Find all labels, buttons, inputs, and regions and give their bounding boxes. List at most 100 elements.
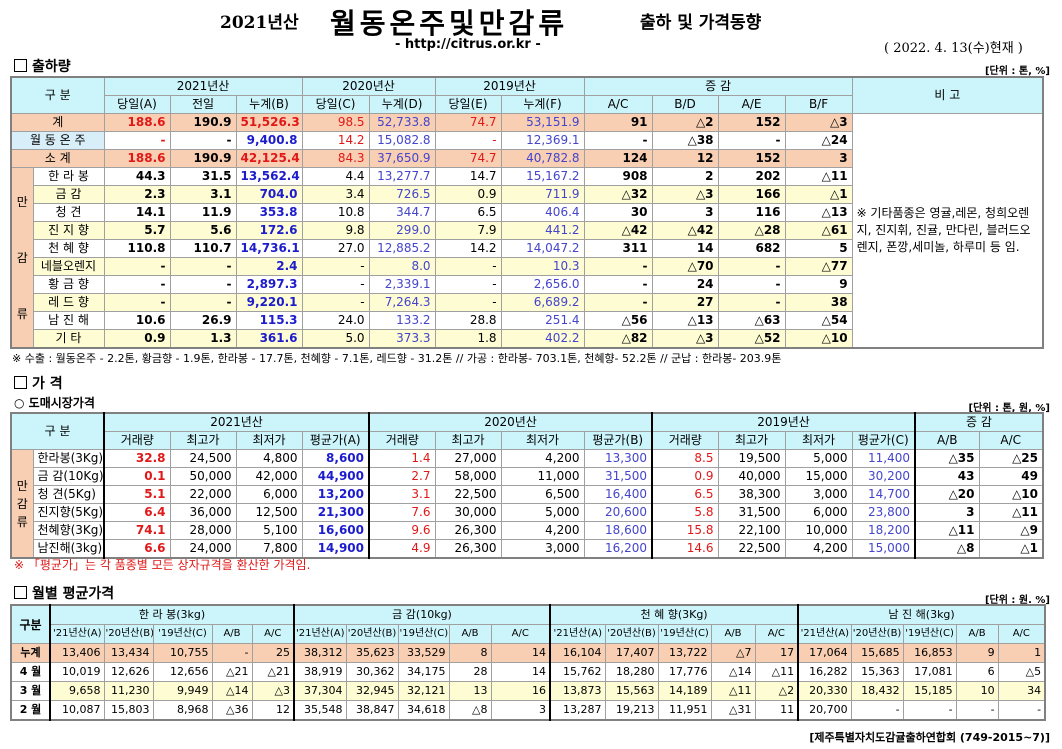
product-header: 한 라 봉(3kg) bbox=[49, 604, 295, 625]
value-cell: 44,900 bbox=[301, 467, 370, 486]
value-cell: 22,500 bbox=[434, 485, 502, 504]
value-cell: △10 bbox=[784, 329, 853, 349]
value-cell: 27 bbox=[651, 293, 719, 312]
value-cell: 9,658 bbox=[49, 681, 105, 701]
value-cell: 6,000 bbox=[235, 485, 303, 504]
value-cell: 28,000 bbox=[169, 521, 237, 540]
value-cell: 4.9 bbox=[368, 539, 436, 559]
value-cell: 12,500 bbox=[235, 503, 303, 522]
value-cell: △21 bbox=[251, 662, 295, 682]
value-cell: 373.3 bbox=[368, 329, 436, 349]
value-cell: 251.4 bbox=[500, 311, 585, 330]
value-cell: 299.0 bbox=[368, 221, 436, 240]
value-cell: - bbox=[169, 131, 237, 150]
value-cell: - bbox=[583, 275, 653, 294]
subheader: 최저가 bbox=[784, 431, 853, 450]
price-note: ※ 「평균가」는 각 품종별 모든 상자규격을 환산한 가격임. bbox=[14, 558, 311, 572]
value-cell: 0.9 bbox=[434, 185, 502, 204]
table-row: 청 견(5Kg) 5.1 22,000 6,000 13,200 3.1 22,500 6,5… bbox=[11, 485, 1044, 504]
value-cell: △10 bbox=[978, 485, 1044, 504]
subheader: 누계(B) bbox=[235, 95, 303, 114]
value-cell: 15,762 bbox=[549, 662, 606, 682]
value-cell: 91 bbox=[583, 113, 653, 132]
subheader: 평균가(C) bbox=[851, 431, 916, 450]
value-cell: 110.8 bbox=[103, 239, 171, 258]
value-cell: 36,000 bbox=[169, 503, 237, 522]
value-cell: - bbox=[850, 700, 904, 721]
subheader: A/C bbox=[583, 95, 653, 114]
row-label: 네블오렌지 bbox=[32, 257, 105, 276]
title-suffix: 출하 및 가격동향 bbox=[640, 13, 762, 33]
value-cell: 13,722 bbox=[657, 643, 712, 663]
value-cell: 17,064 bbox=[797, 643, 852, 663]
value-cell: △77 bbox=[784, 257, 853, 276]
subheader: 당일(E) bbox=[434, 95, 502, 114]
value-cell: △20 bbox=[914, 485, 980, 504]
value-cell: 32,945 bbox=[345, 681, 399, 701]
value-cell: 34,618 bbox=[397, 700, 450, 721]
subheader: A/C bbox=[490, 624, 551, 644]
value-cell: 2,656.0 bbox=[500, 275, 585, 294]
checkbox-square-icon bbox=[14, 59, 27, 72]
value-cell: 11,400 bbox=[851, 449, 916, 468]
value-cell: 10,000 bbox=[784, 521, 853, 540]
value-cell: 84.3 bbox=[301, 149, 370, 168]
value-cell: 172.6 bbox=[235, 221, 303, 240]
value-cell: 0.9 bbox=[651, 467, 719, 486]
value-cell: △7 bbox=[710, 643, 756, 663]
value-cell: 15,000 bbox=[784, 467, 853, 486]
source-credit: [제주특별자치도감귤출하연합회 (749-2015~7)] bbox=[809, 731, 1050, 744]
subheader: 거래량 bbox=[368, 431, 436, 450]
row-label: 청 견 bbox=[32, 203, 105, 222]
value-cell: - bbox=[997, 700, 1046, 721]
value-cell: 24 bbox=[651, 275, 719, 294]
value-cell: △35 bbox=[914, 449, 980, 468]
header-row: 구 분 2021년산 2020년산 2019년산 증 감 bbox=[10, 412, 1044, 450]
value-cell: 52,733.8 bbox=[368, 113, 436, 132]
title-year: 2021년산 bbox=[220, 13, 299, 33]
section-shipment-title: 출하량 bbox=[14, 56, 71, 76]
checkbox-square-icon bbox=[14, 586, 27, 599]
value-cell: 6.4 bbox=[103, 503, 171, 522]
value-cell: 14.7 bbox=[434, 167, 502, 186]
value-cell: 2 bbox=[651, 167, 719, 186]
subheader: A/B bbox=[211, 624, 253, 644]
value-cell: 27,000 bbox=[434, 449, 502, 468]
value-cell: 12,656 bbox=[152, 662, 213, 682]
value-cell: - bbox=[301, 275, 370, 294]
value-cell: 1.8 bbox=[434, 329, 502, 349]
table-row: 진지향(5Kg) 6.4 36,000 12,500 21,300 7.6 30,000 5,… bbox=[11, 503, 1044, 522]
value-cell: 9,220.1 bbox=[235, 293, 303, 312]
subheader: A/B bbox=[710, 624, 756, 644]
subheader: '21년산(A) bbox=[549, 624, 606, 644]
value-cell: △21 bbox=[211, 662, 253, 682]
year-group-header: 증 감 bbox=[583, 76, 853, 96]
value-cell: 2,897.3 bbox=[235, 275, 303, 294]
value-cell: 9 bbox=[955, 643, 999, 663]
row-label: 3 월 bbox=[10, 681, 51, 701]
value-cell: 3.4 bbox=[301, 185, 370, 204]
value-cell: 24.0 bbox=[301, 311, 370, 330]
row-label: 청 견(5Kg) bbox=[32, 485, 105, 504]
value-cell: △3 bbox=[784, 113, 853, 132]
value-cell: - bbox=[434, 275, 502, 294]
row-label: 2 월 bbox=[10, 700, 51, 721]
subheader: '21년산(A) bbox=[293, 624, 347, 644]
column-label: 구 분 bbox=[10, 76, 105, 114]
section-label: 출하량 bbox=[32, 59, 71, 75]
subheader: 거래량 bbox=[103, 431, 171, 450]
value-cell: 5.8 bbox=[651, 503, 719, 522]
subheader: A/C bbox=[754, 624, 799, 644]
value-cell: - bbox=[717, 257, 786, 276]
website-link[interactable]: - http://citrus.or.kr - bbox=[395, 37, 541, 52]
value-cell: 32,121 bbox=[397, 681, 450, 701]
value-cell: △25 bbox=[978, 449, 1044, 468]
value-cell: △3 bbox=[651, 185, 719, 204]
value-cell: △11 bbox=[914, 521, 980, 540]
value-cell: 15,185 bbox=[902, 681, 957, 701]
value-cell: 10,019 bbox=[49, 662, 105, 682]
section-label: 가 격 bbox=[32, 376, 63, 392]
value-cell: 13,434 bbox=[103, 643, 154, 663]
value-cell: 0.1 bbox=[103, 467, 171, 486]
